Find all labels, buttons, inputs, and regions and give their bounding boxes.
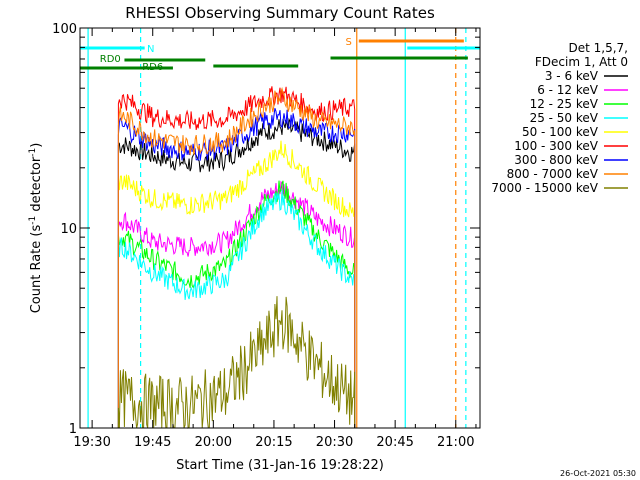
legend-entry-label: 50 - 100 keV (522, 125, 599, 139)
legend-entry-label: 3 - 6 keV (545, 69, 599, 83)
y-tick-label: 100 (52, 22, 77, 37)
series-line (117, 140, 356, 428)
flag-label: RD6 (142, 62, 163, 73)
observing-flags: N RD0 RD6 S (80, 28, 480, 428)
y-axis-label: Count Rate (s-1 detector-1) (28, 143, 44, 314)
x-axis-ticks: 19:30 19:45 20:00 20:15 20:30 20:45 21:00 (73, 28, 477, 450)
flag-label: S (346, 37, 352, 48)
legend-entry-label: 7000 - 15000 keV (491, 181, 598, 195)
x-tick-label: 19:45 (134, 435, 171, 450)
flag-label: N (147, 44, 154, 55)
legend-entry-label: 12 - 25 keV (530, 97, 599, 111)
legend-header-line-1: Det 1,5,7, (569, 41, 629, 55)
x-tick-label: 21:00 (437, 435, 474, 450)
legend-entry-label: 25 - 50 keV (530, 111, 599, 125)
flag-label: RD0 (100, 54, 121, 65)
series-layer (117, 86, 356, 429)
x-axis-label: Start Time (31-Jan-16 19:28:22) (176, 458, 384, 473)
footer-date: 26-Oct-2021 05:30 (560, 469, 636, 478)
series-line (117, 296, 356, 429)
y-tick-label: 10 (60, 222, 77, 237)
series-line (117, 180, 356, 428)
series-line (117, 180, 356, 428)
legend-entry-label: 100 - 300 keV (514, 139, 598, 153)
x-tick-label: 20:30 (316, 435, 353, 450)
x-tick-label: 20:45 (376, 435, 413, 450)
legend-entry-label: 6 - 12 keV (537, 83, 599, 97)
series-line (117, 108, 356, 428)
series-line (117, 86, 356, 428)
x-tick-label: 20:15 (255, 435, 292, 450)
x-tick-label: 19:30 (73, 435, 110, 450)
legend-entry-label: 300 - 800 keV (514, 153, 598, 167)
y-axis-ticks: 1 10 100 (52, 22, 480, 437)
legend-header-line-2: FDecim 1, Att 0 (535, 55, 628, 69)
chart-title: RHESSI Observing Summary Count Rates (125, 4, 435, 22)
y-tick-label: 1 (69, 422, 77, 437)
x-tick-label: 20:00 (195, 435, 232, 450)
legend-entry-label: 800 - 7000 keV (507, 167, 599, 181)
series-line (117, 189, 356, 428)
